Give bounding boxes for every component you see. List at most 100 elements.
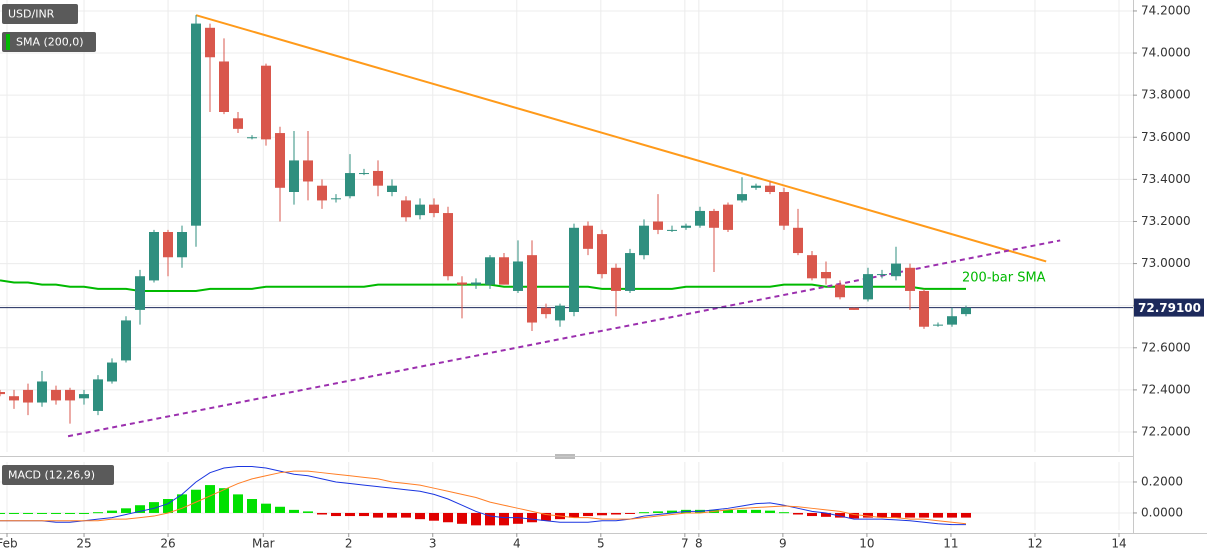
candle-body bbox=[723, 204, 733, 230]
macd-histogram-bar bbox=[779, 512, 789, 514]
macd-histogram-bar bbox=[639, 512, 649, 514]
macd-histogram-bar bbox=[807, 512, 817, 517]
candle-body bbox=[205, 27, 215, 58]
macd-histogram-bar bbox=[135, 505, 145, 513]
candle-body bbox=[163, 232, 173, 258]
symbol-badge bbox=[2, 4, 78, 24]
candle-body bbox=[149, 232, 159, 281]
macd-histogram-bar bbox=[765, 510, 775, 513]
macd-histogram-bar bbox=[751, 509, 761, 513]
x-tick-label: Feb bbox=[0, 537, 18, 551]
macd-histogram-bar bbox=[317, 512, 327, 515]
x-tick-label: 3 bbox=[429, 537, 437, 551]
candle-body bbox=[9, 396, 19, 401]
indicator: SMA (200,0) bbox=[16, 36, 84, 49]
candle-body bbox=[93, 379, 103, 411]
indicator-swatch bbox=[6, 34, 10, 50]
macd-histogram-bar bbox=[23, 512, 33, 514]
macd-histogram-bar bbox=[569, 512, 579, 518]
candle-body bbox=[527, 255, 537, 323]
x-tick-label: 5 bbox=[597, 537, 605, 551]
macd-histogram-bar bbox=[611, 512, 621, 515]
candle-body bbox=[807, 255, 817, 279]
macd-histogram-bar bbox=[51, 512, 61, 514]
macd-badge bbox=[2, 465, 114, 485]
macd-histogram-bar bbox=[107, 510, 117, 513]
macd-histogram-bar bbox=[345, 512, 355, 517]
macd-histogram-bar bbox=[877, 512, 887, 518]
candle-body bbox=[219, 61, 229, 112]
macd-histogram-bar bbox=[121, 508, 131, 513]
candle-body bbox=[639, 225, 649, 256]
y-tick-label: 73.6000 bbox=[1141, 130, 1191, 144]
macd-histogram-bar bbox=[415, 512, 425, 520]
y-tick-label: 0.0000 bbox=[1141, 505, 1183, 519]
macd-histogram-bar bbox=[723, 509, 733, 513]
macd-histogram-bar bbox=[219, 488, 229, 513]
candle-body bbox=[695, 210, 705, 226]
candle-body bbox=[23, 389, 33, 403]
candle-body bbox=[863, 274, 873, 300]
x-tick-label: 25 bbox=[76, 537, 91, 551]
macd-histogram-bar bbox=[863, 512, 873, 518]
candle-body bbox=[275, 133, 285, 188]
candle-body bbox=[79, 394, 89, 399]
macd-title: MACD (12,26,9) bbox=[8, 469, 95, 482]
macd-histogram-bar bbox=[653, 511, 663, 513]
macd-histogram-bar bbox=[387, 512, 397, 518]
candle-body bbox=[947, 316, 957, 325]
candle-body bbox=[429, 204, 439, 214]
candle-body bbox=[779, 192, 789, 226]
y-tick-label: 0.2000 bbox=[1141, 474, 1183, 488]
candle-body bbox=[555, 305, 565, 321]
macd-histogram-bar bbox=[667, 510, 677, 513]
candle-body bbox=[121, 320, 131, 361]
y-tick-label: 74.2000 bbox=[1141, 3, 1191, 17]
macd-line bbox=[0, 470, 967, 525]
candle-body bbox=[513, 261, 523, 291]
macd-histogram-bar bbox=[457, 512, 467, 524]
macd-histogram-bar bbox=[401, 512, 411, 518]
last-price-label: 72.79100 bbox=[1138, 301, 1201, 315]
macd-histogram-bar bbox=[163, 499, 173, 513]
macd-histogram-bar bbox=[65, 512, 75, 514]
macd-histogram-bar bbox=[359, 512, 369, 517]
macd-histogram-bar bbox=[471, 512, 481, 526]
macd-histogram-bar bbox=[373, 512, 383, 518]
x-tick-label: 11 bbox=[943, 537, 958, 551]
candle-body bbox=[345, 173, 355, 197]
macd-histogram-bar bbox=[79, 512, 89, 514]
x-tick-label: 7 bbox=[681, 537, 689, 551]
y-tick-label: 73.8000 bbox=[1141, 88, 1191, 102]
candle-body bbox=[415, 204, 425, 216]
y-tick-label: 72.4000 bbox=[1141, 382, 1191, 396]
macd-histogram-bar bbox=[261, 503, 271, 513]
symbol: USD/INR bbox=[8, 8, 55, 21]
candle-body bbox=[681, 225, 691, 228]
y-tick-label: 73.2000 bbox=[1141, 214, 1191, 228]
x-tick-label: 9 bbox=[779, 537, 787, 551]
macd-histogram-bar bbox=[149, 502, 159, 513]
last-price-badge bbox=[1134, 298, 1204, 317]
y-tick-label: 73.4000 bbox=[1141, 172, 1191, 186]
macd-histogram-bar bbox=[849, 512, 859, 519]
candle-body bbox=[471, 282, 481, 285]
candle-body bbox=[625, 253, 635, 291]
y-tick-label: 73.0000 bbox=[1141, 256, 1191, 270]
candle-body bbox=[849, 307, 859, 310]
sma-line bbox=[0, 279, 966, 292]
candle-body bbox=[443, 213, 453, 277]
candle-body bbox=[653, 221, 663, 230]
macd-histogram-bar bbox=[541, 512, 551, 521]
macd-histogram-bar bbox=[919, 512, 929, 518]
macd-histogram-bar bbox=[485, 512, 495, 526]
y-tick-label: 74.0000 bbox=[1141, 46, 1191, 60]
candle-body bbox=[177, 232, 187, 258]
macd-histogram-bar bbox=[247, 499, 257, 513]
candle-body bbox=[905, 267, 915, 291]
candle-body bbox=[359, 173, 369, 175]
x-tick-label: 12 bbox=[1027, 537, 1042, 551]
candle-body bbox=[835, 284, 845, 298]
macd-histogram-bar bbox=[513, 512, 523, 524]
candle-body bbox=[569, 227, 579, 312]
